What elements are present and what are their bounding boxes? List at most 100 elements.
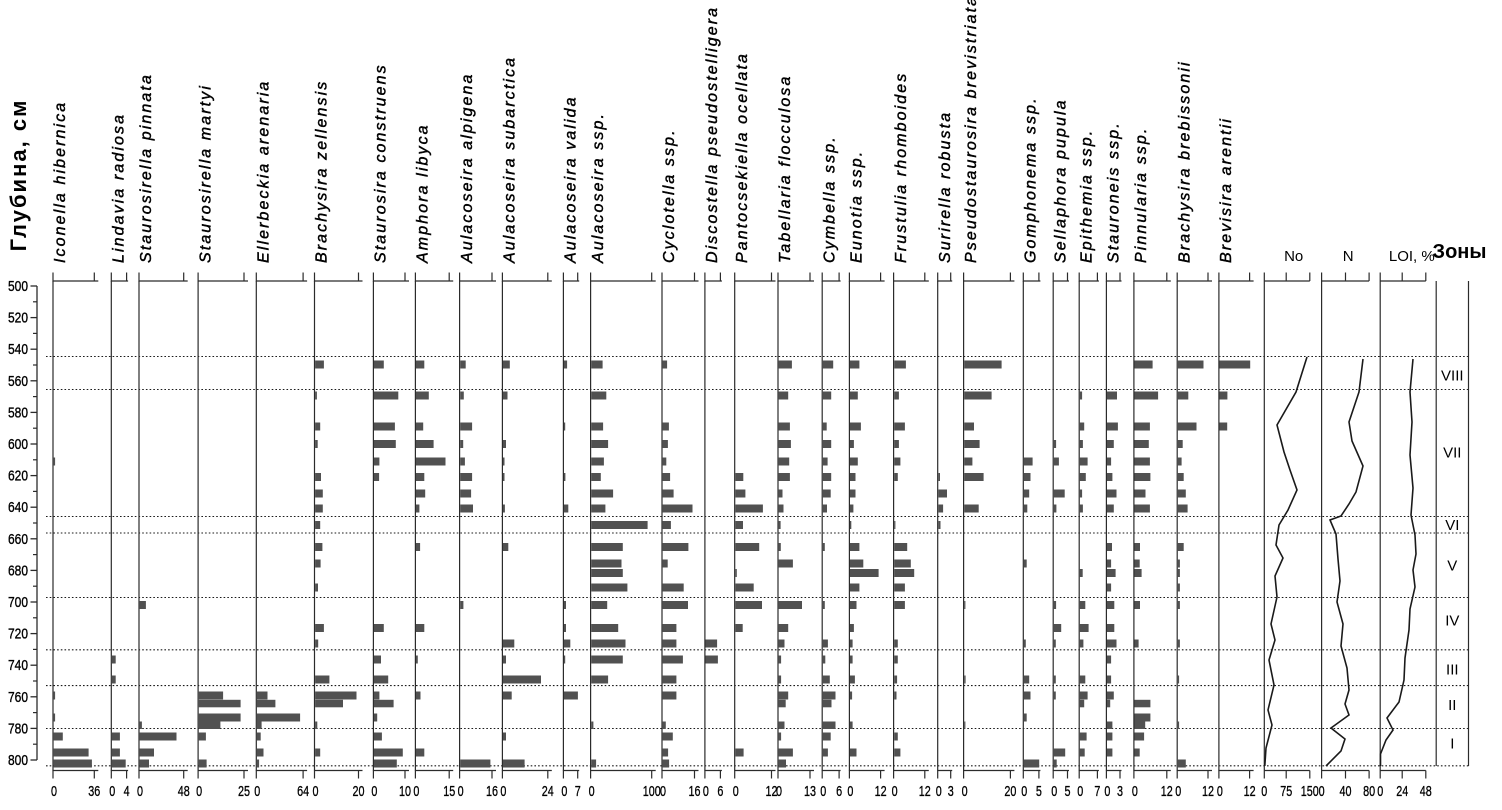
svg-text:N: N bbox=[1343, 248, 1354, 265]
svg-text:VI: VI bbox=[1445, 517, 1459, 534]
svg-text:0: 0 bbox=[1319, 783, 1325, 800]
svg-text:Lindavia radiosa: Lindavia radiosa bbox=[111, 113, 128, 263]
svg-text:0: 0 bbox=[936, 783, 942, 800]
svg-text:Aulacoseira valida: Aulacoseira valida bbox=[563, 95, 580, 264]
svg-text:Frustulia rhomboides: Frustulia rhomboides bbox=[893, 72, 910, 263]
svg-text:0: 0 bbox=[254, 783, 260, 800]
svg-text:640: 640 bbox=[8, 499, 28, 516]
svg-text:0: 0 bbox=[458, 783, 464, 800]
svg-text:12: 12 bbox=[1161, 783, 1173, 800]
svg-text:3: 3 bbox=[948, 783, 954, 800]
svg-text:VII: VII bbox=[1443, 445, 1461, 462]
svg-text:Surirella robusta: Surirella robusta bbox=[937, 111, 954, 263]
svg-text:No: No bbox=[1284, 248, 1303, 265]
svg-text:Iconella hibernica: Iconella hibernica bbox=[52, 101, 69, 263]
svg-text:25: 25 bbox=[238, 783, 250, 800]
svg-text:Pantocsekiella ocellata: Pantocsekiella ocellata bbox=[734, 52, 751, 263]
svg-text:0: 0 bbox=[196, 783, 202, 800]
svg-text:V: V bbox=[1447, 558, 1457, 575]
svg-text:48: 48 bbox=[178, 783, 190, 800]
svg-text:Brachysira brebissonii: Brachysira brebissonii bbox=[1176, 60, 1193, 263]
svg-text:520: 520 bbox=[8, 310, 28, 327]
svg-text:150: 150 bbox=[1301, 783, 1319, 800]
svg-text:Staurosira construens: Staurosira construens bbox=[373, 63, 390, 263]
svg-text:0: 0 bbox=[1021, 783, 1027, 800]
svg-text:Eunotia ssp.: Eunotia ssp. bbox=[849, 150, 866, 263]
svg-text:0: 0 bbox=[1104, 783, 1110, 800]
svg-text:560: 560 bbox=[8, 373, 28, 390]
svg-text:64: 64 bbox=[297, 783, 309, 800]
svg-text:12: 12 bbox=[919, 783, 931, 800]
svg-text:20: 20 bbox=[353, 783, 365, 800]
svg-text:0: 0 bbox=[561, 783, 567, 800]
svg-text:5: 5 bbox=[1036, 783, 1042, 800]
svg-text:600: 600 bbox=[8, 436, 28, 453]
svg-text:0: 0 bbox=[820, 783, 826, 800]
svg-text:0: 0 bbox=[137, 783, 143, 800]
svg-text:Staurosirella martyi: Staurosirella martyi bbox=[197, 84, 214, 263]
svg-text:580: 580 bbox=[8, 404, 28, 421]
svg-text:800: 800 bbox=[8, 752, 28, 769]
svg-text:680: 680 bbox=[8, 562, 28, 579]
svg-text:0: 0 bbox=[1175, 783, 1181, 800]
svg-text:12: 12 bbox=[875, 783, 887, 800]
svg-text:100: 100 bbox=[643, 783, 661, 800]
svg-text:0: 0 bbox=[847, 783, 853, 800]
svg-text:Gomphonema ssp.: Gomphonema ssp. bbox=[1023, 96, 1040, 263]
svg-text:Pseudostaurosira brevistriata: Pseudostaurosira brevistriata bbox=[963, 0, 980, 263]
svg-text:7: 7 bbox=[575, 783, 581, 800]
svg-text:15: 15 bbox=[443, 783, 455, 800]
svg-text:80: 80 bbox=[1363, 783, 1375, 800]
svg-text:0: 0 bbox=[962, 783, 968, 800]
svg-text:0: 0 bbox=[1377, 783, 1383, 800]
svg-text:16: 16 bbox=[689, 783, 701, 800]
svg-text:Amphora libyca: Amphora libyca bbox=[415, 123, 432, 264]
svg-text:III: III bbox=[1446, 662, 1459, 679]
svg-text:20: 20 bbox=[1004, 783, 1016, 800]
svg-text:12: 12 bbox=[1202, 783, 1214, 800]
svg-text:0: 0 bbox=[733, 783, 739, 800]
svg-text:3: 3 bbox=[1117, 783, 1123, 800]
svg-text:12: 12 bbox=[1244, 783, 1256, 800]
svg-text:48: 48 bbox=[1420, 783, 1432, 800]
svg-text:0: 0 bbox=[109, 783, 115, 800]
svg-text:16: 16 bbox=[486, 783, 498, 800]
svg-text:620: 620 bbox=[8, 468, 28, 485]
svg-text:Cymbella ssp.: Cymbella ssp. bbox=[821, 135, 838, 263]
svg-text:Глубина, см: Глубина, см bbox=[6, 99, 31, 252]
svg-text:Aulacoseira alpigena: Aulacoseira alpigena bbox=[459, 72, 476, 264]
svg-text:7: 7 bbox=[1094, 783, 1100, 800]
svg-text:500: 500 bbox=[8, 278, 28, 295]
svg-text:Ellerbeckia arenaria: Ellerbeckia arenaria bbox=[256, 80, 273, 263]
svg-text:780: 780 bbox=[8, 720, 28, 737]
svg-text:13: 13 bbox=[804, 783, 816, 800]
svg-text:0: 0 bbox=[371, 783, 377, 800]
svg-text:Tabellaria flocculosa: Tabellaria flocculosa bbox=[777, 75, 794, 263]
svg-text:10: 10 bbox=[399, 783, 411, 800]
svg-text:I: I bbox=[1450, 736, 1454, 753]
svg-text:6: 6 bbox=[836, 783, 842, 800]
svg-text:6: 6 bbox=[717, 783, 723, 800]
svg-text:0: 0 bbox=[776, 783, 782, 800]
svg-text:Pinnularia ssp.: Pinnularia ssp. bbox=[1133, 127, 1150, 263]
svg-text:0: 0 bbox=[703, 783, 709, 800]
svg-text:0: 0 bbox=[51, 783, 57, 800]
svg-text:5: 5 bbox=[1065, 783, 1071, 800]
svg-text:0: 0 bbox=[1077, 783, 1083, 800]
svg-text:12: 12 bbox=[766, 783, 778, 800]
svg-text:0: 0 bbox=[500, 783, 506, 800]
svg-text:Stauroneis ssp.: Stauroneis ssp. bbox=[1106, 121, 1123, 263]
svg-text:0: 0 bbox=[660, 783, 666, 800]
svg-text:40: 40 bbox=[1340, 783, 1352, 800]
svg-text:36: 36 bbox=[88, 783, 100, 800]
svg-text:Discostella pseudostelligera: Discostella pseudostelligera bbox=[704, 6, 721, 263]
svg-text:VIII: VIII bbox=[1441, 368, 1464, 385]
svg-text:0: 0 bbox=[413, 783, 419, 800]
svg-text:Staurosirella pinnata: Staurosirella pinnata bbox=[138, 73, 155, 263]
svg-text:Зоны: Зоны bbox=[1433, 241, 1487, 263]
svg-text:75: 75 bbox=[1280, 783, 1292, 800]
svg-text:24: 24 bbox=[1396, 783, 1408, 800]
svg-text:Brachysira zellensis: Brachysira zellensis bbox=[314, 80, 331, 263]
svg-text:Aulacoseira subarctica: Aulacoseira subarctica bbox=[502, 56, 519, 264]
svg-text:740: 740 bbox=[8, 657, 28, 674]
